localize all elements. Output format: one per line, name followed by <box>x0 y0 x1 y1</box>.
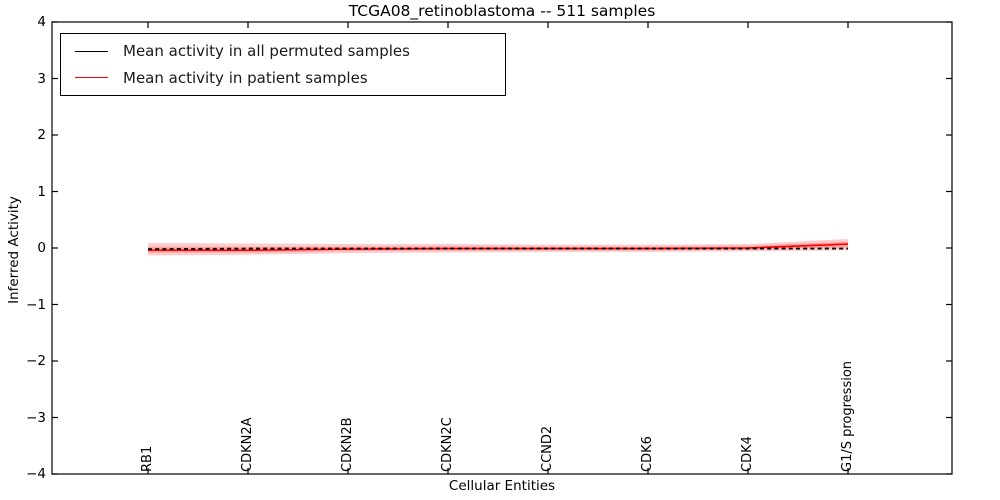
y-tick-label: 4 <box>37 14 46 30</box>
x-tick-label: RB1 <box>140 445 155 472</box>
x-tick-label: CDK6 <box>640 436 655 472</box>
x-axis-label: Cellular Entities <box>448 478 556 494</box>
y-tick-label: −3 <box>26 409 46 426</box>
legend-line-sample-red <box>75 77 108 79</box>
legend-label: Mean activity in patient samples <box>123 68 368 87</box>
y-tick-label: −4 <box>26 466 46 482</box>
legend-line-sample-black <box>75 50 108 52</box>
y-tick-label: 3 <box>37 70 46 87</box>
legend-item-patient: Mean activity in patient samples <box>61 66 505 90</box>
y-tick-label: 0 <box>37 240 46 256</box>
y-tick-label: −1 <box>26 296 46 313</box>
x-tick-label: CDKN2A <box>240 417 255 472</box>
permuted-mean-line <box>147 247 848 251</box>
legend: Mean activity in all permuted samples Me… <box>60 33 506 96</box>
x-tick-label: CCND2 <box>540 425 555 472</box>
x-tick-label: CDK4 <box>740 436 755 472</box>
x-tick-label: CDKN2C <box>440 417 455 472</box>
y-tick-label: 1 <box>37 183 46 200</box>
legend-label: Mean activity in all permuted samples <box>123 42 410 61</box>
x-tick-label: CDKN2B <box>340 417 355 472</box>
confidence-band-outer <box>148 238 848 256</box>
legend-item-permuted: Mean activity in all permuted samples <box>61 39 505 63</box>
y-tick-label: 2 <box>37 127 46 143</box>
chart-title: TCGA08_retinoblastoma -- 511 samples <box>348 2 656 20</box>
x-tick-label: G1/S progression <box>840 360 855 472</box>
y-tick-label: −2 <box>26 353 46 369</box>
